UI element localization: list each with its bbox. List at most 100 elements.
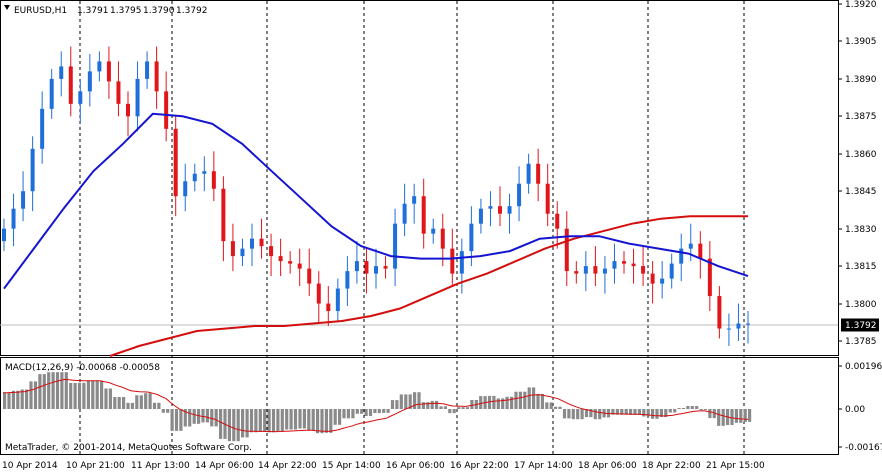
candle <box>459 238 464 294</box>
svg-text:1.3830: 1.3830 <box>845 225 877 235</box>
macd-bar <box>527 387 531 409</box>
macd-bar <box>430 400 434 409</box>
candle <box>21 171 26 222</box>
macd-bar <box>699 409 703 410</box>
candle <box>507 193 512 234</box>
macd-bar <box>258 409 262 432</box>
macd-bar <box>267 409 271 433</box>
macd-bar <box>364 409 368 416</box>
price-tick: 1.3890 <box>838 75 877 85</box>
macd-bar <box>289 409 293 430</box>
macd-bar <box>404 394 408 409</box>
candle <box>736 303 741 341</box>
macd-bar <box>435 400 439 409</box>
macd-bar <box>708 409 712 419</box>
time-label: 17 Apr 14:00 <box>514 461 573 471</box>
macd-bar <box>161 409 165 413</box>
macd-bar <box>413 392 417 409</box>
candle <box>412 183 417 224</box>
candle <box>383 256 388 279</box>
macd-bar <box>271 409 276 433</box>
macd-bar <box>646 409 650 417</box>
macd-bar <box>571 409 575 420</box>
svg-text:1.3920: 1.3920 <box>845 0 877 10</box>
time-label: 18 Apr 06:00 <box>578 461 637 471</box>
price-scale[interactable]: 1.3920 1.3905 1.3890 1.3875 1.3860 1.384… <box>838 0 877 347</box>
macd-bar <box>651 409 655 419</box>
time-axis[interactable]: 10 Apr 2014 10 Apr 21:00 11 Apr 13:00 14… <box>2 461 765 471</box>
macd-bar <box>276 409 280 432</box>
time-label: 21 Apr 15:00 <box>706 461 765 471</box>
macd-tick: 0.00196 <box>838 362 882 372</box>
candle <box>650 261 655 304</box>
ohlc-open: 1.3791 <box>77 6 109 16</box>
macd-bar <box>659 409 663 417</box>
dropdown-triangle-icon[interactable] <box>4 5 10 10</box>
macd-bar <box>373 409 377 414</box>
macd-bar <box>695 406 699 409</box>
candle <box>126 91 130 137</box>
macd-bar <box>518 391 522 409</box>
macd-bar <box>320 409 324 434</box>
candle <box>612 243 617 284</box>
candle <box>221 176 226 262</box>
macd-bar <box>20 389 24 409</box>
candle <box>202 156 207 192</box>
svg-text:1.3890: 1.3890 <box>845 75 877 85</box>
macd-bar <box>664 409 668 417</box>
svg-text:1.3905: 1.3905 <box>845 37 877 47</box>
svg-text:0.00: 0.00 <box>845 405 865 415</box>
macd-bar <box>188 409 192 427</box>
candle <box>431 218 436 244</box>
macd-bar <box>130 402 134 409</box>
macd-bar <box>122 397 126 409</box>
macd-bar <box>249 409 254 433</box>
macd-bar <box>47 372 51 409</box>
candle <box>478 198 483 234</box>
candle <box>393 208 398 287</box>
macd-bar <box>197 409 201 424</box>
macd-bar <box>576 409 580 420</box>
macd-bar <box>338 409 342 425</box>
macd-bar <box>157 402 161 409</box>
candle <box>421 178 426 249</box>
macd-bar <box>421 402 425 409</box>
candle <box>164 71 169 142</box>
candle <box>440 213 445 267</box>
macd-bar <box>280 409 284 432</box>
macd-bar <box>342 409 346 419</box>
macd-bar <box>642 409 646 417</box>
macd-bar <box>532 387 536 409</box>
main-chart-panel[interactable] <box>0 0 839 356</box>
macd-bar <box>734 409 738 423</box>
macd-bar <box>703 409 708 410</box>
macd-bar <box>7 392 11 409</box>
macd-bar <box>236 409 240 442</box>
macd-bar <box>748 409 752 422</box>
macd-bar <box>192 409 196 424</box>
macd-bar <box>55 372 60 409</box>
macd-bar <box>686 406 690 409</box>
candle <box>374 248 378 289</box>
macd-bar <box>395 400 399 409</box>
candle <box>660 261 665 299</box>
macd-bar <box>219 409 223 439</box>
candle <box>11 193 16 247</box>
macd-bar <box>25 389 29 409</box>
price-tick: 1.3845 <box>838 187 877 197</box>
macd-bar <box>426 402 430 409</box>
macd-bar <box>593 409 597 420</box>
candle <box>555 201 560 249</box>
candle <box>278 238 283 277</box>
candle <box>30 136 35 212</box>
macd-bar <box>333 409 337 425</box>
macd-scale[interactable]: 0.00196 0.00 -0.00167 <box>838 362 882 453</box>
candle <box>211 151 216 202</box>
macd-bar <box>655 409 659 419</box>
copyright-text: MetaTrader, © 2001-2014, MetaQuotes Soft… <box>5 443 252 453</box>
macd-bar <box>16 390 20 409</box>
svg-text:1.3860: 1.3860 <box>845 150 877 160</box>
macd-bar <box>307 409 311 431</box>
